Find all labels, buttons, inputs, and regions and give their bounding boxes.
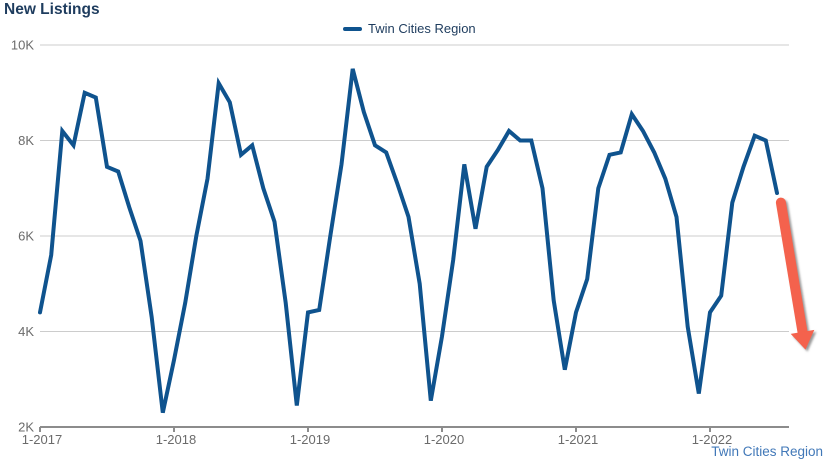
y-tick-label: 10K [11, 38, 34, 53]
x-tick-label: 1-2021 [558, 432, 598, 447]
footer-region-link[interactable]: Twin Cities Region [711, 444, 823, 459]
legend-line-swatch-icon [343, 26, 362, 31]
chart-title: New Listings [4, 1, 100, 18]
legend: Twin Cities Region [343, 22, 476, 35]
x-tick-label: 1-2022 [692, 432, 732, 447]
y-tick-label: 6K [18, 229, 34, 244]
y-tick-label: 4K [18, 324, 34, 339]
series-line-twin-cities-region [38, 68, 779, 414]
downward-trend-arrow-icon [775, 197, 815, 350]
x-tick-label: 1-2017 [22, 432, 62, 447]
x-tick-label: 1-2018 [156, 432, 196, 447]
y-tick-label: 2K [18, 420, 34, 435]
y-tick-label: 8K [18, 133, 34, 148]
legend-label: Twin Cities Region [368, 21, 476, 36]
x-tick-label: 1-2019 [290, 432, 330, 447]
x-tick-label: 1-2020 [424, 432, 464, 447]
